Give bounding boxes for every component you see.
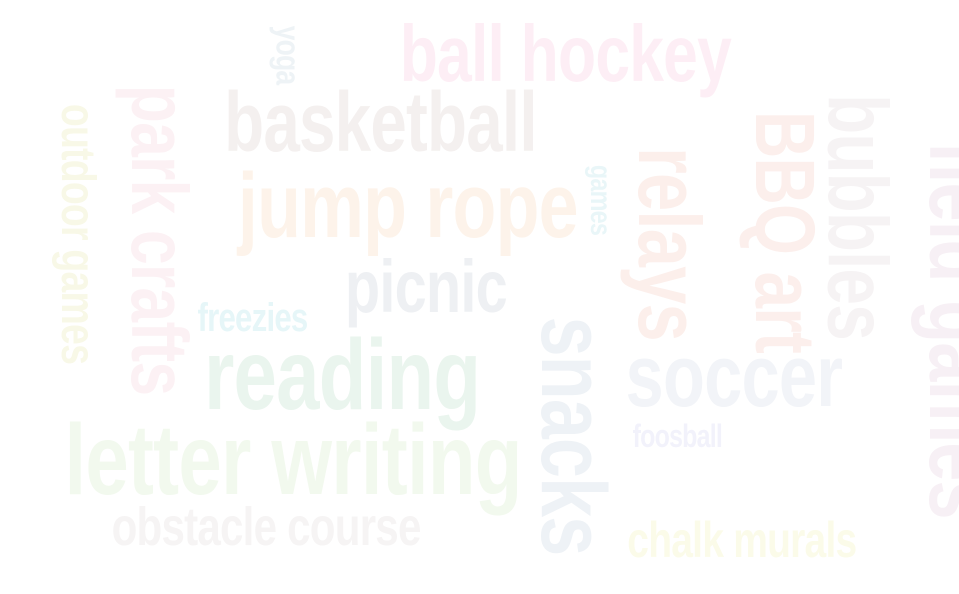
word-outdoor-games: outdoor games: [50, 103, 104, 365]
word-games: games: [584, 164, 618, 236]
word-jump-rope: jump rope: [237, 155, 579, 257]
word-field-games: field games: [910, 141, 959, 519]
word-chalk-murals: chalk murals: [627, 512, 857, 568]
word-yoga: yoga: [268, 25, 307, 85]
word-reading: reading: [203, 319, 481, 431]
word-obstacle-course: obstacle course: [111, 497, 422, 557]
word-bubbles: bubbles: [810, 94, 905, 340]
word-basketball: basketball: [224, 75, 537, 169]
word-relays: relays: [620, 147, 720, 341]
word-ball-hockey: ball hockey: [399, 9, 732, 98]
word-foosball: foosball: [632, 418, 723, 454]
word-freezies: freezies: [197, 296, 309, 340]
word-park-crafts: park crafts: [115, 84, 205, 396]
word-letter-writing: letter writing: [64, 404, 522, 516]
word-soccer: soccer: [625, 326, 843, 425]
word-snacks: snacks: [522, 316, 625, 556]
word-picnic: picnic: [344, 245, 508, 328]
